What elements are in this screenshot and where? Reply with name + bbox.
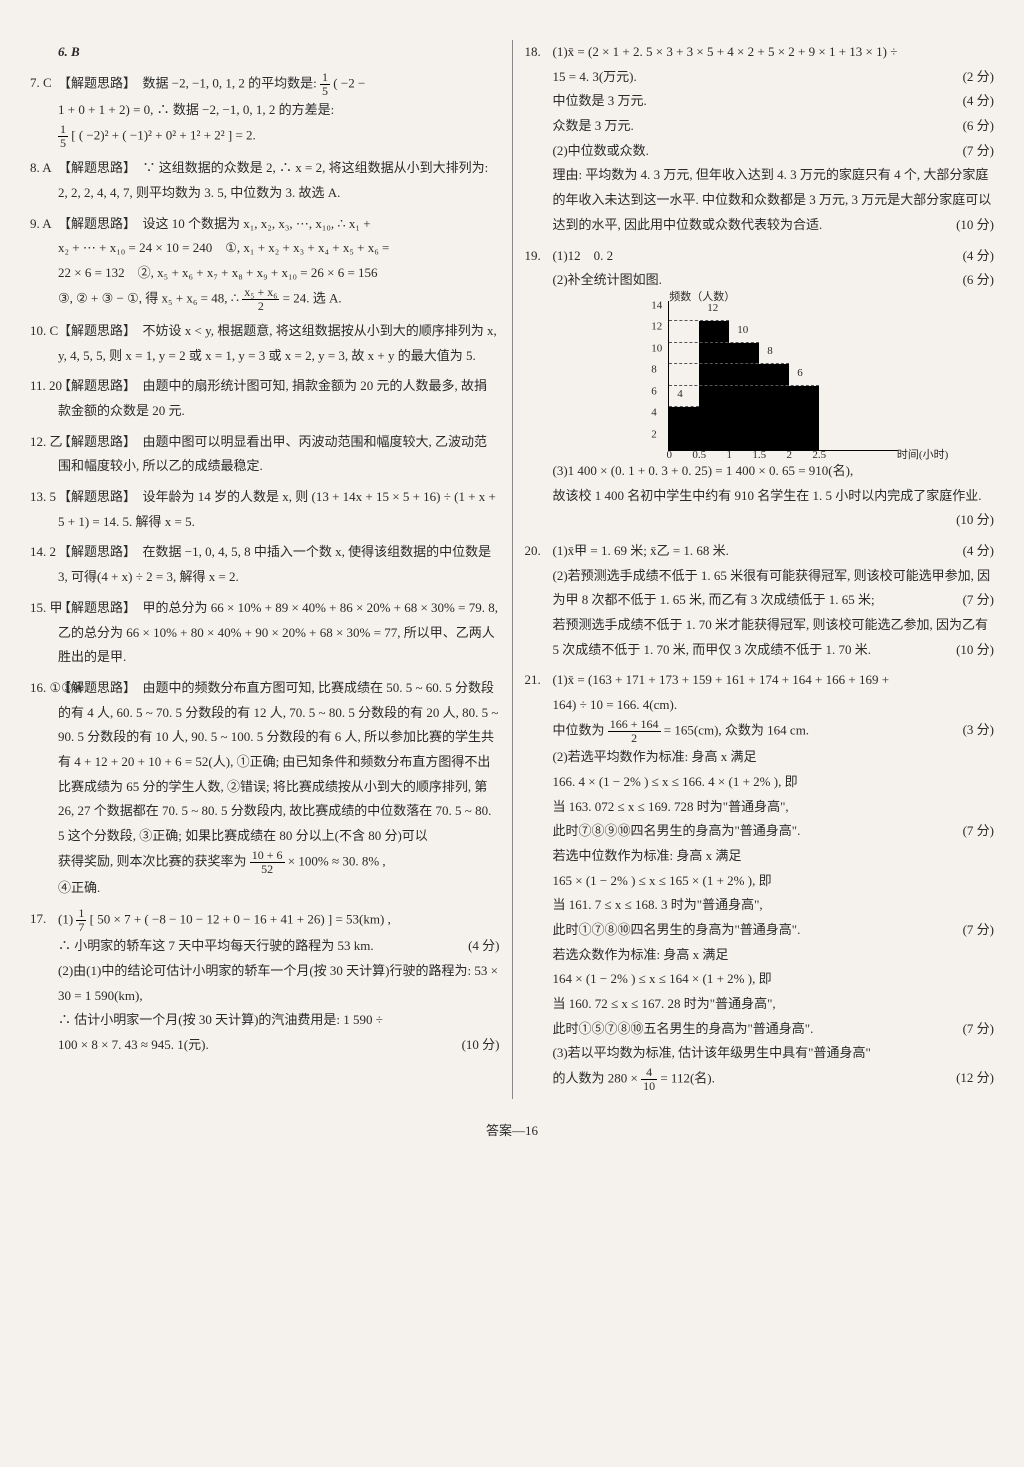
q12: 12. 乙 【解题思路】 由题中图可以明显看出甲、丙波动范围和幅度较大, 乙波动… [30,430,500,479]
q7: 7. C 【解题思路】 数据 −2, −1, 0, 1, 2 的平均数是: 15… [30,71,500,150]
chart-bar [789,386,819,450]
q18: 18. (1)x̄ = (2 × 1 + 2. 5 × 3 + 3 × 5 + … [525,40,995,238]
q8: 8. A 【解题思路】 ∵ 这组数据的众数是 2, ∴ x = 2, 将这组数据… [30,156,500,205]
q13: 13. 5 【解题思路】 设年龄为 14 岁的人数是 x, 则 (13 + 14… [30,485,500,534]
x-tick: 2 [787,445,793,466]
chart-bar [759,364,789,450]
column-divider [512,40,513,1099]
chart-bar [699,321,729,450]
page-content: 6. B 7. C 【解题思路】 数据 −2, −1, 0, 1, 2 的平均数… [30,40,994,1099]
x-tick: 0.5 [692,445,706,466]
chart-dash [669,320,729,321]
q11: 11. 20 【解题思路】 由题中的扇形统计图可知, 捐款金额为 20 元的人数… [30,374,500,423]
bar-value-label: 10 [737,320,748,341]
bar-value-label: 4 [677,384,683,405]
chart-bar [729,343,759,450]
bar-value-label: 6 [797,363,803,384]
y-tick: 4 [651,403,657,424]
frequency-chart: 频数（人数） 时间(小时) 2468101214412108600.511.52… [648,301,898,451]
y-axis-label: 频数（人数） [669,287,735,308]
q15: 15. 甲 【解题思路】 甲的总分为 66 × 10% + 89 × 40% +… [30,596,500,670]
q9: 9. A 【解题思路】 设这 10 个数据为 x₁, x₂, x₃, ⋯, x₁… [30,212,500,313]
q17: 17. (1) 17 [ 50 × 7 + ( −8 − 10 − 12 + 0… [30,907,500,1058]
q14: 14. 2 【解题思路】 在数据 −1, 0, 4, 5, 8 中插入一个数 x… [30,540,500,589]
chart-bar [669,407,699,450]
chart-dash [669,342,759,343]
q20: 20. (1)x̄甲 = 1. 69 米; x̄乙 = 1. 68 米.(4 分… [525,539,995,662]
chart-dash [669,363,789,364]
q10: 10. C 【解题思路】 不妨设 x < y, 根据题意, 将这组数据按从小到大… [30,319,500,368]
y-tick: 12 [651,317,662,338]
x-tick: 0 [667,445,673,466]
chart-dash [669,385,819,386]
y-tick: 6 [651,381,657,402]
page-footer: 答案—16 [30,1119,994,1144]
right-column: 18. (1)x̄ = (2 × 1 + 2. 5 × 3 + 3 × 5 + … [525,40,995,1099]
bar-value-label: 12 [707,298,718,319]
bar-value-label: 8 [767,341,773,362]
y-tick: 8 [651,360,657,381]
q21: 21. (1)x̄ = (163 + 171 + 173 + 159 + 161… [525,668,995,1093]
x-tick: 1.5 [752,445,766,466]
q6: 6. B [30,40,500,65]
x-tick: 1 [727,445,733,466]
q16: 16. ①③④ 【解题思路】 由题中的频数分布直方图可知, 比赛成绩在 50. … [30,676,500,901]
chart-dash [669,406,699,407]
y-tick: 2 [651,424,657,445]
left-column: 6. B 7. C 【解题思路】 数据 −2, −1, 0, 1, 2 的平均数… [30,40,500,1099]
q19: 19. (1)12 0. 2(4 分) (2)补全统计图如图.(6 分) 频数（… [525,244,995,533]
x-axis-label: 时间(小时) [897,445,948,466]
x-tick: 2.5 [812,445,826,466]
y-tick: 10 [651,338,662,359]
y-tick: 14 [651,295,662,316]
